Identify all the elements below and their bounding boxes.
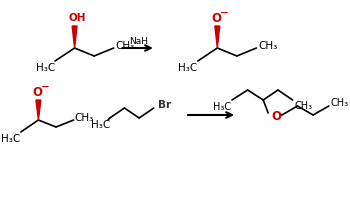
Text: CH₃: CH₃ [259, 41, 278, 51]
Text: −: − [220, 8, 229, 18]
Text: CH₃: CH₃ [294, 101, 313, 111]
Text: NaH: NaH [129, 36, 148, 46]
Polygon shape [215, 26, 220, 48]
Polygon shape [72, 26, 77, 48]
Text: H₃C: H₃C [1, 134, 21, 144]
Text: O: O [271, 110, 281, 122]
Text: −: − [41, 82, 50, 92]
Text: H₃C: H₃C [178, 63, 198, 73]
Text: O: O [33, 86, 42, 98]
Text: CH₃: CH₃ [116, 41, 135, 51]
Text: OH: OH [69, 13, 86, 23]
Text: CH₃: CH₃ [330, 98, 349, 108]
Text: O: O [211, 11, 221, 24]
Text: H₃C: H₃C [91, 120, 111, 130]
Polygon shape [36, 100, 41, 120]
Text: Br: Br [158, 100, 171, 110]
Text: H₃C: H₃C [213, 102, 231, 112]
Text: H₃C: H₃C [36, 63, 55, 73]
Text: CH₃: CH₃ [75, 113, 94, 123]
